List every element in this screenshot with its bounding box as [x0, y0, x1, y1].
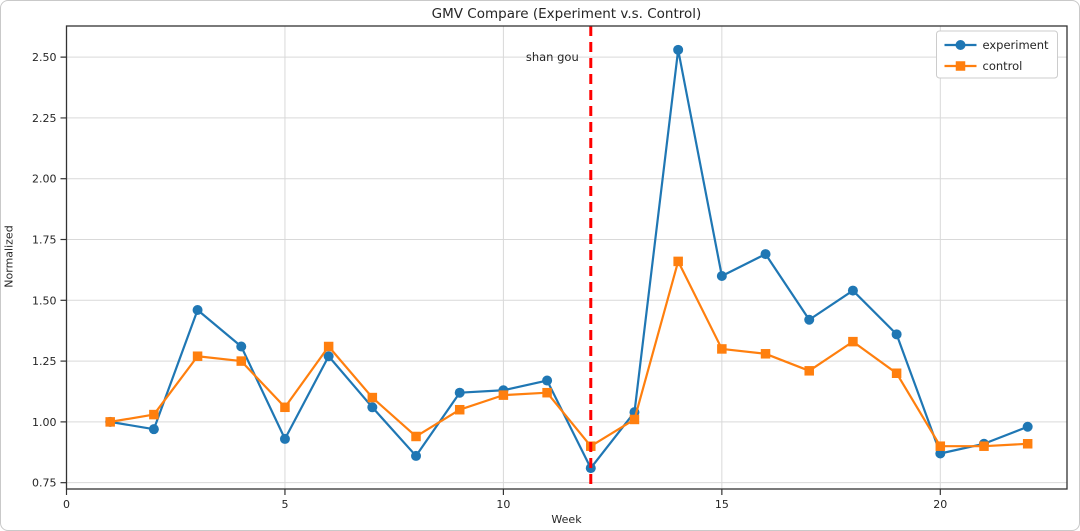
- control-marker: [760, 349, 771, 359]
- y-tick-label: 2.50: [32, 51, 57, 64]
- experiment-marker: [585, 463, 596, 474]
- chart-title: GMV Compare (Experiment v.s. Control): [431, 6, 702, 22]
- y-tick-label: 1.50: [32, 294, 57, 307]
- control-marker: [192, 351, 203, 361]
- control-marker: [673, 256, 683, 267]
- experiment-marker: [454, 387, 465, 398]
- control-marker: [717, 344, 727, 354]
- experiment-marker: [891, 329, 902, 340]
- control-line: [109, 260, 1029, 448]
- control-marker: [236, 356, 247, 366]
- axis-ticks: 0.75 1.00 1.25 1.50 1.75 2.00 2.25 2.50 0 5 10 15 20: [32, 51, 947, 511]
- legend-item-experiment: experiment: [944, 38, 1050, 52]
- x-tick-label: 20: [933, 498, 947, 511]
- experiment-marker: [935, 448, 946, 459]
- experiment-marker: [847, 285, 858, 296]
- legend-marker-square: [955, 61, 966, 71]
- experiment-marker: [716, 270, 727, 281]
- y-tick-label: 0.75: [32, 477, 57, 490]
- control-marker: [891, 368, 902, 378]
- experiment-series: [105, 44, 1033, 474]
- y-tick-label: 1.25: [32, 355, 57, 368]
- control-marker: [149, 409, 159, 420]
- x-tick-label: 10: [496, 498, 510, 511]
- control-marker: [629, 414, 640, 425]
- experiment-line: [109, 48, 1029, 470]
- control-marker: [542, 387, 552, 398]
- event-annotation: shan gou: [526, 50, 579, 64]
- control-marker: [848, 336, 858, 347]
- y-tick-label: 1.75: [32, 234, 57, 247]
- control-marker: [454, 404, 465, 415]
- experiment-marker: [673, 44, 684, 55]
- legend-marker-circle: [955, 40, 966, 50]
- experiment-marker: [323, 351, 334, 362]
- legend: experiment control: [936, 30, 1058, 79]
- control-marker: [105, 417, 115, 427]
- experiment-marker: [236, 341, 247, 352]
- experiment-marker: [1022, 421, 1033, 432]
- experiment-marker: [192, 305, 203, 316]
- experiment-marker: [148, 424, 159, 435]
- legend-label: control: [983, 59, 1023, 73]
- experiment-marker: [367, 402, 378, 413]
- y-tick-label: 1.00: [32, 416, 57, 429]
- control-marker: [979, 441, 989, 451]
- experiment-marker: [411, 450, 422, 461]
- control-marker: [367, 392, 378, 403]
- x-tick-label: 15: [715, 498, 729, 511]
- control-marker: [411, 431, 421, 442]
- x-axis-label: Week: [551, 513, 582, 526]
- x-tick-label: 5: [281, 498, 288, 511]
- legend-label: experiment: [983, 38, 1050, 52]
- control-marker: [935, 441, 946, 451]
- control-marker: [280, 402, 290, 413]
- y-tick-label: 2.00: [32, 173, 57, 186]
- x-tick-label: 0: [63, 498, 70, 511]
- control-marker: [323, 341, 334, 352]
- y-tick-label: 2.25: [32, 112, 57, 125]
- legend-item-control: control: [944, 59, 1023, 73]
- control-marker: [498, 390, 509, 400]
- plot-border: [65, 25, 1068, 490]
- control-marker: [804, 366, 814, 376]
- experiment-marker: [542, 375, 553, 386]
- experiment-marker: [804, 314, 815, 325]
- experiment-marker: [760, 249, 771, 260]
- experiment-marker: [279, 433, 290, 444]
- control-marker: [1022, 439, 1033, 449]
